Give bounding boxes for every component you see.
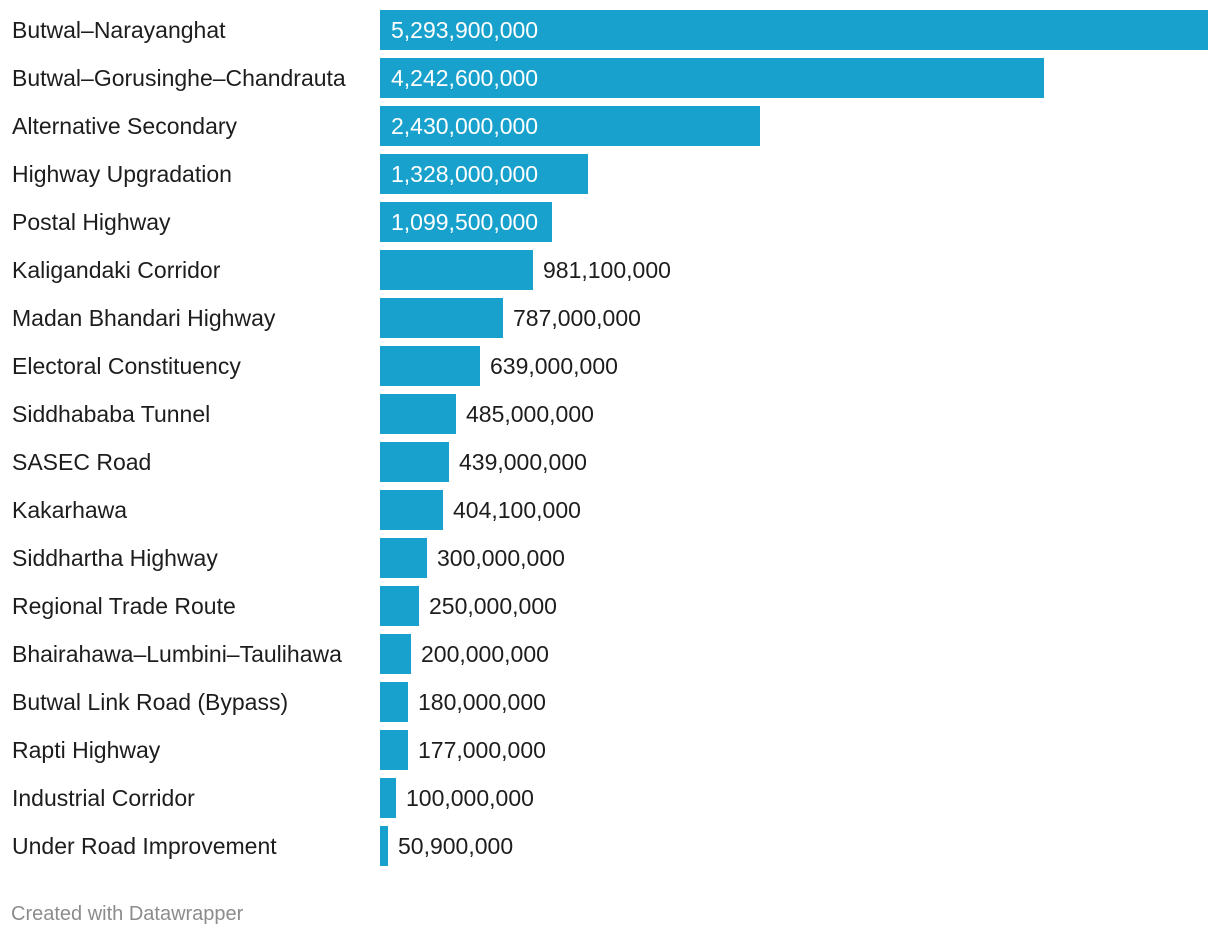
category-label: Kakarhawa: [12, 497, 128, 523]
bar-row: Butwal–Gorusinghe–Chandrauta 4,242,600,00…: [0, 58, 1220, 98]
bar: [380, 394, 456, 434]
bar: [380, 10, 1208, 50]
bar: [380, 58, 1044, 98]
category-label: Siddhartha Highway: [12, 545, 218, 571]
value-label: 404,100,000: [453, 497, 581, 523]
category-label: Siddhababa Tunnel: [12, 401, 211, 427]
bar: [380, 778, 396, 818]
bar-row: Postal Highway 1,099,500,000: [0, 202, 1220, 242]
category-label: Postal Highway: [12, 209, 171, 235]
bar-row: Siddhababa Tunnel 485,000,000: [0, 394, 1220, 434]
bar: [380, 490, 443, 530]
value-label: 250,000,000: [429, 593, 557, 619]
bar: [380, 346, 480, 386]
bar: [380, 298, 503, 338]
value-label: 1,099,500,000: [391, 209, 539, 235]
category-label: Industrial Corridor: [12, 785, 195, 811]
bar: [380, 586, 419, 626]
value-label: 50,900,000: [398, 833, 514, 859]
value-label: 639,000,000: [490, 353, 618, 379]
bar-row: Alternative Secondary 2,430,000,000: [0, 106, 1220, 146]
category-label: Butwal Link Road (Bypass): [12, 689, 289, 715]
value-label: 485,000,000: [466, 401, 594, 427]
value-label: 1,328,000,000: [391, 161, 539, 187]
datawrapper-credit[interactable]: Created with Datawrapper: [11, 903, 244, 925]
bar-row: Madan Bhandari Highway 787,000,000: [0, 298, 1220, 338]
value-label: 439,000,000: [459, 449, 587, 475]
value-label: 2,430,000,000: [391, 113, 539, 139]
bar-row: Bhairahawa–Lumbini–Taulihawa 200,000,000: [0, 634, 1220, 674]
category-label: SASEC Road: [12, 449, 152, 475]
bar-row: Rapti Highway 177,000,000: [0, 730, 1220, 770]
bar-row: SASEC Road 439,000,000: [0, 442, 1220, 482]
bar: [380, 826, 388, 866]
bar-row: Siddhartha Highway 300,000,000: [0, 538, 1220, 578]
bar: [380, 202, 552, 242]
category-label: Kaligandaki Corridor: [12, 257, 221, 283]
bar: [380, 442, 449, 482]
category-label: Highway Upgradation: [12, 161, 232, 187]
value-label: 300,000,000: [437, 545, 565, 571]
category-label: Alternative Secondary: [12, 113, 238, 139]
bar: [380, 634, 411, 674]
value-label: 787,000,000: [513, 305, 641, 331]
category-label: Bhairahawa–Lumbini–Taulihawa: [12, 641, 342, 667]
category-label: Butwal–Gorusinghe–Chandrauta: [12, 65, 346, 91]
bar-row: Regional Trade Route 250,000,000: [0, 586, 1220, 626]
category-label: Electoral Constituency: [12, 353, 241, 379]
category-label: Madan Bhandari Highway: [12, 305, 276, 331]
value-label: 177,000,000: [418, 737, 546, 763]
bar-row: Butwal–Narayanghat 5,293,900,000: [0, 10, 1220, 50]
bar-row: Butwal Link Road (Bypass) 180,000,000: [0, 682, 1220, 722]
bar-row: Under Road Improvement 50,900,000: [0, 826, 1220, 866]
category-label: Rapti Highway: [12, 737, 161, 763]
bar: [380, 730, 408, 770]
bar: [380, 106, 760, 146]
bar-row: Industrial Corridor 100,000,000: [0, 778, 1220, 818]
value-label: 5,293,900,000: [391, 17, 539, 43]
category-label: Butwal–Narayanghat: [12, 17, 226, 43]
bar-row: Kaligandaki Corridor 981,100,000: [0, 250, 1220, 290]
value-label: 100,000,000: [406, 785, 534, 811]
value-label: 200,000,000: [421, 641, 549, 667]
bar-row: Kakarhawa 404,100,000: [0, 490, 1220, 530]
bar: [380, 154, 588, 194]
bar: [380, 250, 533, 290]
bar: [380, 682, 408, 722]
value-label: 180,000,000: [418, 689, 546, 715]
bar: [380, 538, 427, 578]
bar-row: Electoral Constituency 639,000,000: [0, 346, 1220, 386]
category-label: Regional Trade Route: [12, 593, 236, 619]
value-label: 4,242,600,000: [391, 65, 539, 91]
value-label: 981,100,000: [543, 257, 671, 283]
category-label: Under Road Improvement: [12, 833, 277, 859]
bar-chart: Butwal–Narayanghat 5,293,900,000 Butwal–Go…: [0, 10, 1220, 866]
bar-row: Highway Upgradation 1,328,000,000: [0, 154, 1220, 194]
